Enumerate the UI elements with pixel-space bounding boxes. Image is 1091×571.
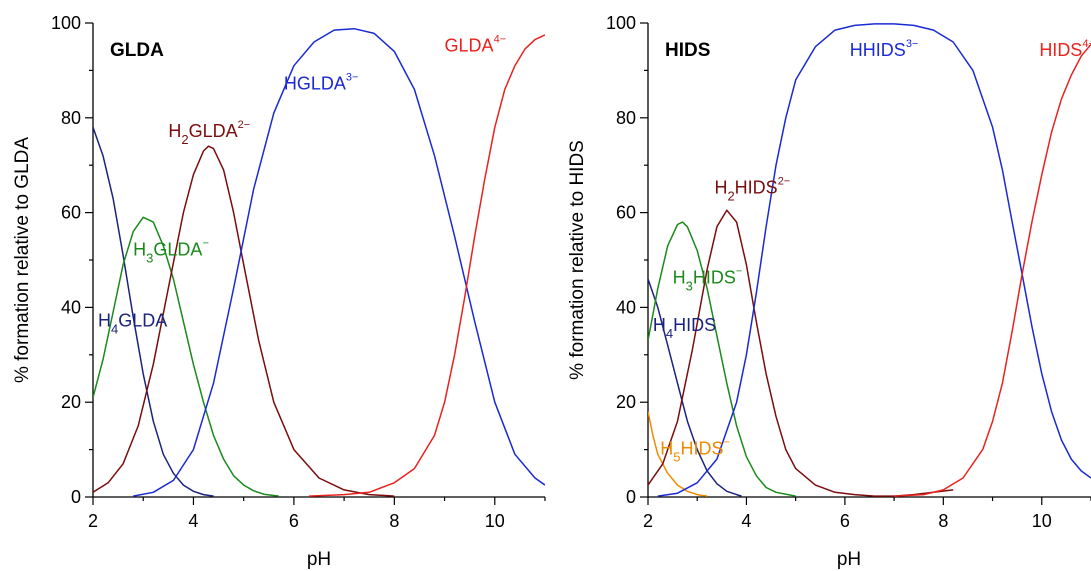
series-label-hhids3: HHIDS3− <box>850 38 919 60</box>
series-label-superscript: − <box>202 237 208 249</box>
series-line-h3glda <box>93 216 279 497</box>
series-label-base: HIDS <box>1039 40 1082 60</box>
series-label-glda4: GLDA4− <box>445 33 507 55</box>
series-label-hids4: HIDS4− <box>1039 38 1091 60</box>
y-axis-title: % formation relative to HIDS <box>567 140 588 380</box>
x-axis-title: pH <box>837 549 861 570</box>
series-line-glda4 <box>308 34 545 497</box>
series-label-base: HHIDS <box>850 40 906 60</box>
y-tick-label: 40 <box>616 297 636 317</box>
y-tick-label: 80 <box>616 108 636 128</box>
y-tick-label: 60 <box>61 203 81 223</box>
series-label-main: HIDS <box>681 438 724 458</box>
series-label-base: H <box>714 178 727 198</box>
x-tick-label: 8 <box>389 511 399 531</box>
series-line-hids4 <box>894 43 1091 497</box>
x-tick-label: 4 <box>188 511 198 531</box>
series-label-main: HIDS <box>693 268 736 288</box>
series-label-subscript: 3 <box>686 279 693 294</box>
series-label-superscript: 4− <box>494 33 507 45</box>
series-label-subscript: 4 <box>111 321 118 336</box>
series-label-subscript: 2 <box>727 189 734 204</box>
series-label-h5hids: H5HIDS− <box>660 436 730 464</box>
series-label-h2glda2: H2GLDA2− <box>168 119 250 147</box>
x-axis-title: pH <box>307 549 331 570</box>
series-line-h5hids <box>648 411 708 497</box>
series-label-base: H <box>168 121 181 141</box>
series-label-subscript: 2 <box>181 132 188 147</box>
series-label-h2hids2: H2HIDS2− <box>714 176 790 204</box>
series-label-main: HIDS <box>673 315 716 335</box>
series-label-base: H <box>133 239 146 259</box>
chart-panel-hids: 0 20 40 60 80 100 2 4 6 8 10 pH % formation relative… <box>567 13 1091 570</box>
y-tick-label: 100 <box>606 13 636 33</box>
y-tick-label: 20 <box>616 392 636 412</box>
x-tick-label: 2 <box>88 511 98 531</box>
series-label-main: GLDA <box>153 239 202 259</box>
series-label-main: HIDS <box>735 178 778 198</box>
series-label-superscript: 3− <box>346 71 359 83</box>
y-tick-label: 0 <box>71 487 81 507</box>
y-axis-title: % formation relative to GLDA <box>12 137 33 383</box>
y-tick-label: 80 <box>61 108 81 128</box>
y-tick-label: 40 <box>61 297 81 317</box>
y-tick-label: 60 <box>616 203 636 223</box>
series-label-superscript: 2− <box>778 176 791 188</box>
series-label-superscript: 3− <box>906 38 919 50</box>
x-tick-label: 4 <box>741 511 751 531</box>
series-label-h4glda: H4GLDA <box>98 310 167 336</box>
series-label-h3hids: H3HIDS− <box>673 266 743 294</box>
series-label-hglda3: HGLDA3− <box>284 71 359 93</box>
series-label-base: GLDA <box>445 35 494 55</box>
series-line-h2glda2 <box>93 145 395 497</box>
x-tick-label: 2 <box>643 511 653 531</box>
series-label-main: GLDA <box>118 310 167 330</box>
series-label-subscript: 4 <box>666 326 673 341</box>
series-label-h3glda: H3GLDA− <box>133 237 209 265</box>
series-line-hhids3 <box>657 23 1091 497</box>
chart-panel-glda: 0 20 40 60 80 100 2 4 6 8 10 pH % formation relative… <box>12 13 546 570</box>
x-tick-label: 6 <box>289 511 299 531</box>
series-line-hglda3 <box>133 27 545 497</box>
series-label-base: H <box>653 315 666 335</box>
series-label-base: H <box>98 310 111 330</box>
x-tick-label: 10 <box>485 511 505 531</box>
series-label-subscript: 3 <box>146 250 153 265</box>
series-label-h4hids: H4HIDS <box>653 315 716 341</box>
series-line-h4hids <box>648 278 742 497</box>
series-label-subscript: 5 <box>673 449 680 464</box>
x-tick-label: 6 <box>840 511 850 531</box>
x-tick-label: 8 <box>938 511 948 531</box>
series-label-superscript: 4− <box>1082 38 1091 50</box>
series-label-superscript: − <box>724 436 730 448</box>
y-tick-label: 20 <box>61 392 81 412</box>
series-label-base: HGLDA <box>284 73 346 93</box>
series-label-main: GLDA <box>189 121 238 141</box>
series-label-base: H <box>673 268 686 288</box>
y-tick-label: 0 <box>626 487 636 507</box>
y-tick-label: 100 <box>51 13 81 33</box>
series-label-superscript: 2− <box>238 119 251 131</box>
series-label-superscript: − <box>736 266 742 278</box>
panel-title: HIDS <box>665 40 710 61</box>
x-tick-label: 10 <box>1032 511 1052 531</box>
series-line-h2hids2 <box>648 209 954 497</box>
series-label-base: H <box>660 438 673 458</box>
panel-title: GLDA <box>110 40 164 61</box>
series-line-h3hids <box>648 221 796 497</box>
series-line-h4glda <box>93 127 214 497</box>
